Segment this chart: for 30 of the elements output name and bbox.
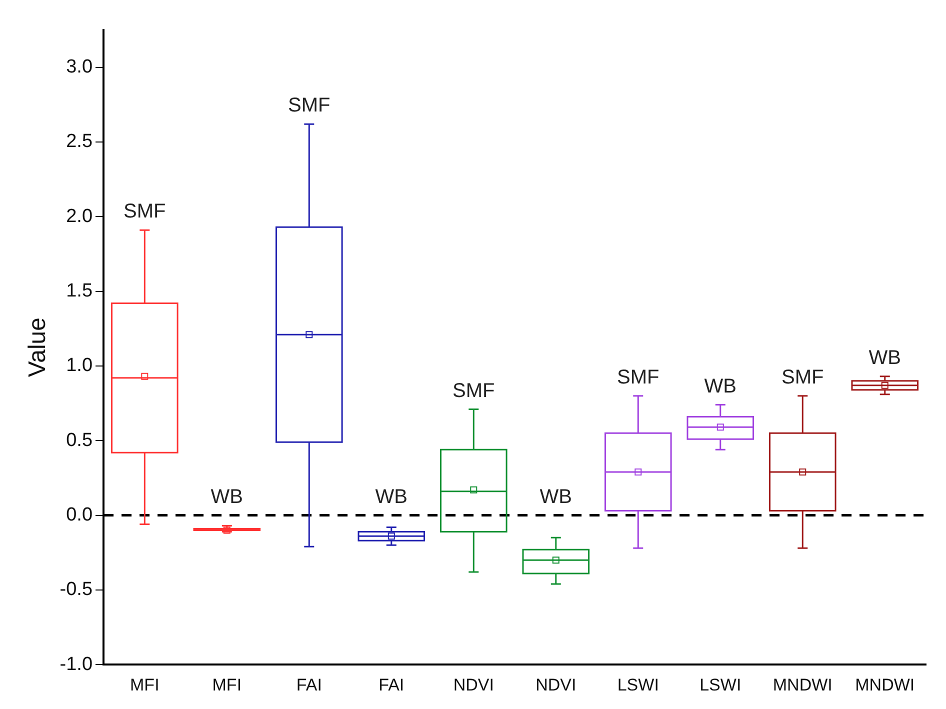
x-tick-label: LSWI xyxy=(700,675,742,694)
x-tick-label: MNDWI xyxy=(772,675,832,694)
y-tick-label: 1.5 xyxy=(66,280,93,302)
text: SMF xyxy=(782,366,824,388)
x-tick-label: MNDWI xyxy=(855,675,915,694)
x-tick-label: FAI xyxy=(378,675,404,694)
y-tick-label: 2.5 xyxy=(66,131,93,152)
text: WB xyxy=(375,486,408,508)
y-tick-label: 2.0 xyxy=(66,206,93,227)
y-tick-label: 1.0 xyxy=(66,355,93,376)
x-tick-label: FAI xyxy=(296,675,322,694)
text: SMF xyxy=(124,200,166,223)
y-tick-label: -1.0 xyxy=(60,654,93,675)
y-tick-label: 0.5 xyxy=(66,430,93,451)
text: SMF xyxy=(288,94,330,117)
x-tick-label: NDVI xyxy=(536,675,576,694)
x-tick-label: NDVI xyxy=(453,675,494,694)
x-tick-label: MFI xyxy=(130,675,160,694)
text: SMF xyxy=(452,380,495,402)
y-tick-label: 0.0 xyxy=(66,504,93,526)
y-tick-label: -0.5 xyxy=(60,579,93,600)
text: WB xyxy=(540,486,572,508)
y-tick-label: 3.0 xyxy=(66,56,93,78)
text: SMF xyxy=(617,366,660,388)
x-tick-label: MFI xyxy=(212,675,242,694)
series-label: WB xyxy=(868,346,901,369)
text: WB xyxy=(704,375,736,398)
x-tick-label: LSWI xyxy=(617,675,659,694)
text: WB xyxy=(210,486,244,508)
y-axis-title: Value xyxy=(24,317,52,378)
